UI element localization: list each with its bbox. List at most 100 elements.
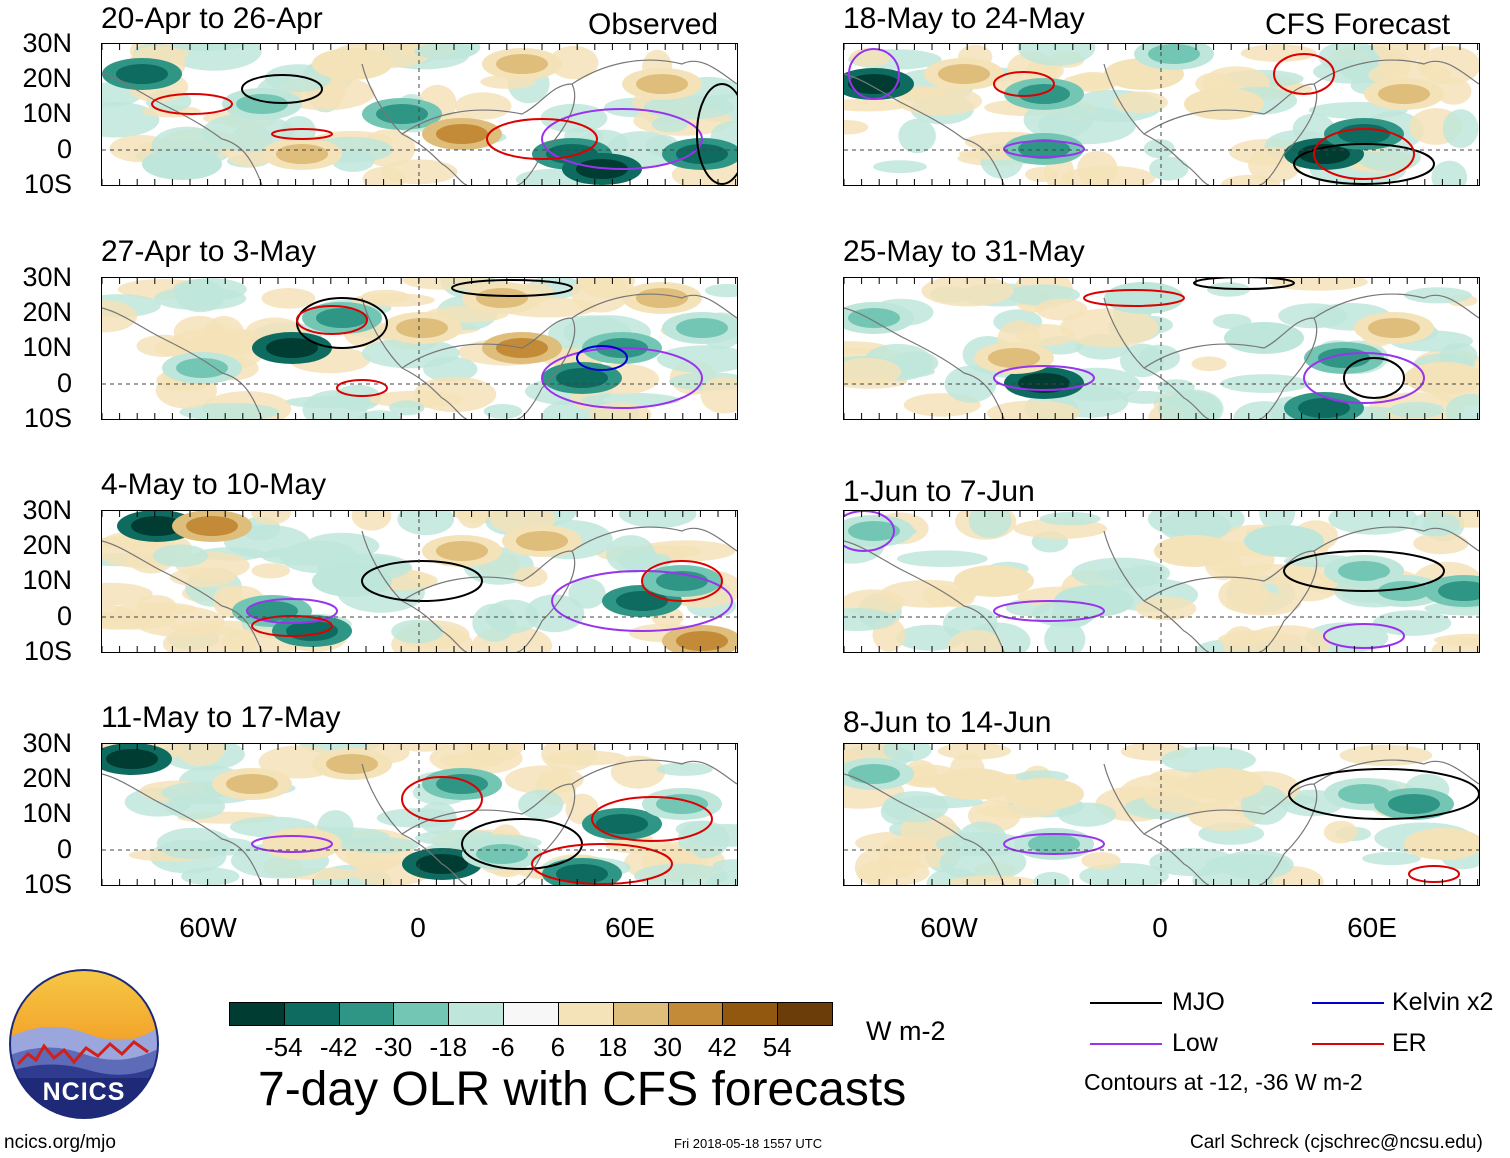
olr-anomaly-core: [376, 104, 428, 124]
panel-title-7: 1-Jun to 7-Jun: [843, 475, 1035, 508]
olr-anomaly: [1431, 636, 1479, 652]
olr-anomaly-core: [1198, 94, 1250, 114]
olr-anomaly: [700, 376, 737, 414]
wave-contour: [591, 796, 713, 842]
colorbar-tick-label: 42: [707, 1032, 737, 1062]
olr-anomaly: [380, 159, 458, 185]
olr-anomaly: [1149, 848, 1238, 877]
wave-contour: [1003, 833, 1105, 855]
coastline: [844, 759, 1479, 885]
olr-anomaly-core: [1198, 774, 1250, 794]
coastline: [844, 293, 1479, 419]
panel-title-4: 11-May to 17-May: [101, 701, 341, 734]
olr-anomaly: [102, 300, 138, 333]
y-label-row2-0: 0: [56, 368, 72, 398]
wave-contour: [993, 71, 1055, 97]
wave-contour: [641, 560, 723, 602]
olr-anomaly: [429, 744, 523, 775]
legend-mjo-label: MJO: [1172, 988, 1225, 1016]
olr-anomaly: [873, 160, 927, 174]
olr-anomaly-core: [326, 54, 378, 74]
legend-mjo-line: [1090, 1002, 1162, 1004]
olr-map-p1: [102, 44, 737, 185]
olr-anomaly-core: [326, 571, 378, 591]
legend-kelvin-label: Kelvin x2: [1392, 988, 1494, 1016]
olr-anomaly-core: [226, 774, 278, 794]
olr-anomaly: [1328, 511, 1418, 535]
y-label-row3-20n: 20N: [22, 530, 72, 560]
olr-anomaly: [939, 842, 1027, 882]
olr-anomaly: [619, 511, 697, 528]
olr-anomaly: [1372, 610, 1452, 636]
olr-anomaly: [361, 289, 410, 304]
olr-anomaly-core: [326, 754, 378, 774]
olr-anomaly: [921, 278, 1014, 307]
olr-anomaly: [883, 744, 932, 762]
olr-anomaly: [968, 511, 1012, 539]
wave-contour: [531, 843, 673, 885]
wave-contour: [241, 74, 323, 104]
wave-contour: [361, 560, 483, 602]
wave-contour: [696, 83, 737, 185]
olr-anomaly: [391, 619, 444, 644]
legend-kelvin-line: [1312, 1002, 1384, 1004]
olr-anomaly: [1224, 564, 1320, 585]
coastline: [102, 59, 737, 185]
olr-anomaly: [1436, 77, 1472, 105]
olr-anomaly-core: [676, 631, 728, 651]
olr-anomaly: [1033, 872, 1070, 885]
olr-anomaly-core: [436, 541, 488, 561]
x-label-0-right: 0: [1152, 912, 1168, 943]
colorbar-swatch: [393, 1002, 450, 1026]
olr-map-p8: [844, 744, 1479, 885]
olr-anomaly-core: [948, 774, 1000, 794]
olr-anomaly-core: [116, 64, 168, 84]
olr-anomaly: [261, 288, 316, 309]
olr-anomaly: [175, 744, 226, 766]
olr-anomaly-core: [1068, 591, 1120, 611]
y-label-row2-20n: 20N: [22, 297, 72, 327]
olr-anomaly: [891, 351, 939, 375]
olr-anomaly: [1226, 592, 1301, 616]
colorbar-tick-label: -54: [265, 1032, 303, 1062]
wave-contour: [336, 379, 388, 397]
olr-anomaly: [634, 863, 729, 885]
coastline: [844, 59, 1479, 185]
olr-anomaly: [638, 553, 672, 569]
ncics-logo-graphic: [9, 969, 159, 1119]
olr-anomaly: [524, 594, 585, 633]
olr-anomaly: [844, 98, 908, 112]
olr-anomaly: [513, 566, 548, 588]
olr-anomaly: [1243, 625, 1331, 652]
olr-anomaly: [457, 511, 488, 529]
wave-contour: [1303, 352, 1425, 404]
olr-anomaly: [1017, 44, 1096, 66]
wave-contour: [993, 365, 1095, 391]
wave-contour: [1313, 128, 1415, 180]
olr-anomaly: [483, 404, 523, 419]
olr-anomaly: [898, 118, 936, 154]
map-panel-6: [843, 277, 1480, 420]
olr-anomaly-core: [1368, 318, 1420, 338]
olr-anomaly: [1388, 401, 1445, 419]
olr-anomaly: [682, 824, 737, 847]
wave-contour: [551, 570, 733, 632]
olr-map-p4: [102, 744, 737, 885]
panel-title-5: 18-May to 24-May: [843, 2, 1085, 35]
olr-anomaly-core: [1388, 794, 1440, 814]
olr-anomaly: [376, 808, 457, 828]
olr-anomaly: [518, 789, 564, 820]
olr-anomaly-core: [1378, 84, 1430, 104]
olr-anomaly: [251, 511, 292, 525]
x-label-0-left: 0: [410, 912, 426, 943]
olr-anomaly: [1077, 150, 1118, 185]
timestamp: Fri 2018-05-18 1557 UTC: [674, 1136, 823, 1151]
olr-anomaly-core: [186, 516, 238, 536]
olr-anomaly: [1095, 568, 1146, 581]
olr-anomaly: [1158, 391, 1222, 419]
olr-map-p5: [844, 44, 1479, 185]
colorbar-swatch: [612, 1002, 669, 1026]
olr-anomaly: [251, 563, 291, 579]
panel-title-2: 27-Apr to 3-May: [101, 235, 317, 268]
olr-anomaly: [1240, 44, 1317, 62]
